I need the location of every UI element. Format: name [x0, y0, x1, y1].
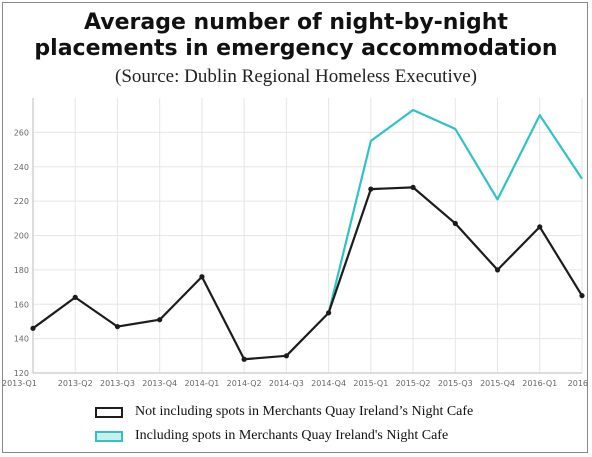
- chart-subtitle: (Source: Dublin Regional Homeless Execut…: [115, 66, 477, 87]
- series-point-0: [283, 353, 289, 359]
- legend-item-not-including: Not including spots in Merchants Quay Ir…: [95, 404, 473, 420]
- legend-label-not-including: Not including spots in Merchants Quay Ir…: [135, 404, 474, 419]
- x-tick-label: 2013-Q2: [58, 379, 93, 388]
- series-line-1: [327, 108, 583, 314]
- legend-item-including: Including spots in Merchants Quay Irelan…: [95, 428, 448, 444]
- chart-frame: [2, 2, 588, 453]
- legend-label-including: Including spots in Merchants Quay Irelan…: [135, 428, 449, 443]
- x-tick-label: 2014-Q4: [311, 379, 346, 388]
- x-tick-label: 2015-Q1: [353, 379, 388, 388]
- series-point-0: [368, 186, 374, 192]
- series-point-0: [410, 184, 416, 190]
- x-tick-label: 2016: [568, 379, 588, 388]
- x-tick-label: 2015-Q3: [438, 379, 473, 388]
- series-point-0: [114, 323, 121, 330]
- series-point-0: [30, 325, 36, 331]
- series-point-0: [199, 274, 205, 280]
- series-point-0: [494, 267, 501, 273]
- y-tick-label: 140: [14, 335, 29, 344]
- legend-swatch-not-including: [95, 406, 123, 418]
- x-tick-label: 2013-Q4: [142, 379, 177, 388]
- x-tick-label: 2015-Q4: [480, 379, 515, 388]
- series-point-0: [157, 317, 163, 323]
- series-point-0: [72, 294, 78, 300]
- y-tick-label: 240: [14, 163, 29, 172]
- y-tick-label: 160: [14, 300, 29, 309]
- y-tick-label: 180: [14, 266, 29, 275]
- series-point-0: [326, 310, 332, 316]
- x-tick-label: 2013-Q3: [100, 379, 135, 388]
- line-chart: 120 140 160 180 200 220 240 260 2013-Q1 2013-Q2 20…: [2, 98, 588, 388]
- chart-title-line-1: Average number of night-by-night: [84, 10, 508, 35]
- x-tick-label: 2014-Q2: [227, 379, 262, 388]
- chart-title-line-2: placements in emergency accommodation: [34, 36, 558, 61]
- series-point-0: [537, 224, 543, 230]
- series-point-0: [579, 293, 585, 299]
- series-point-0: [241, 356, 247, 362]
- y-tick-label: 200: [14, 232, 29, 241]
- series-point-0: [452, 220, 458, 227]
- x-tick-label: 2014-Q1: [184, 379, 219, 388]
- legend-swatch-including: [95, 430, 123, 442]
- series-line-0: [32, 186, 583, 361]
- x-tick-label: 2015-Q2: [396, 379, 431, 388]
- y-tick-label: 120: [14, 369, 29, 378]
- y-tick-label: 220: [14, 197, 29, 206]
- y-tick-label: 260: [14, 128, 29, 137]
- x-tick-label: 2014-Q3: [269, 379, 304, 388]
- x-tick-label: 2013-Q1: [2, 379, 37, 388]
- x-tick-label: 2016-Q1: [522, 379, 557, 388]
